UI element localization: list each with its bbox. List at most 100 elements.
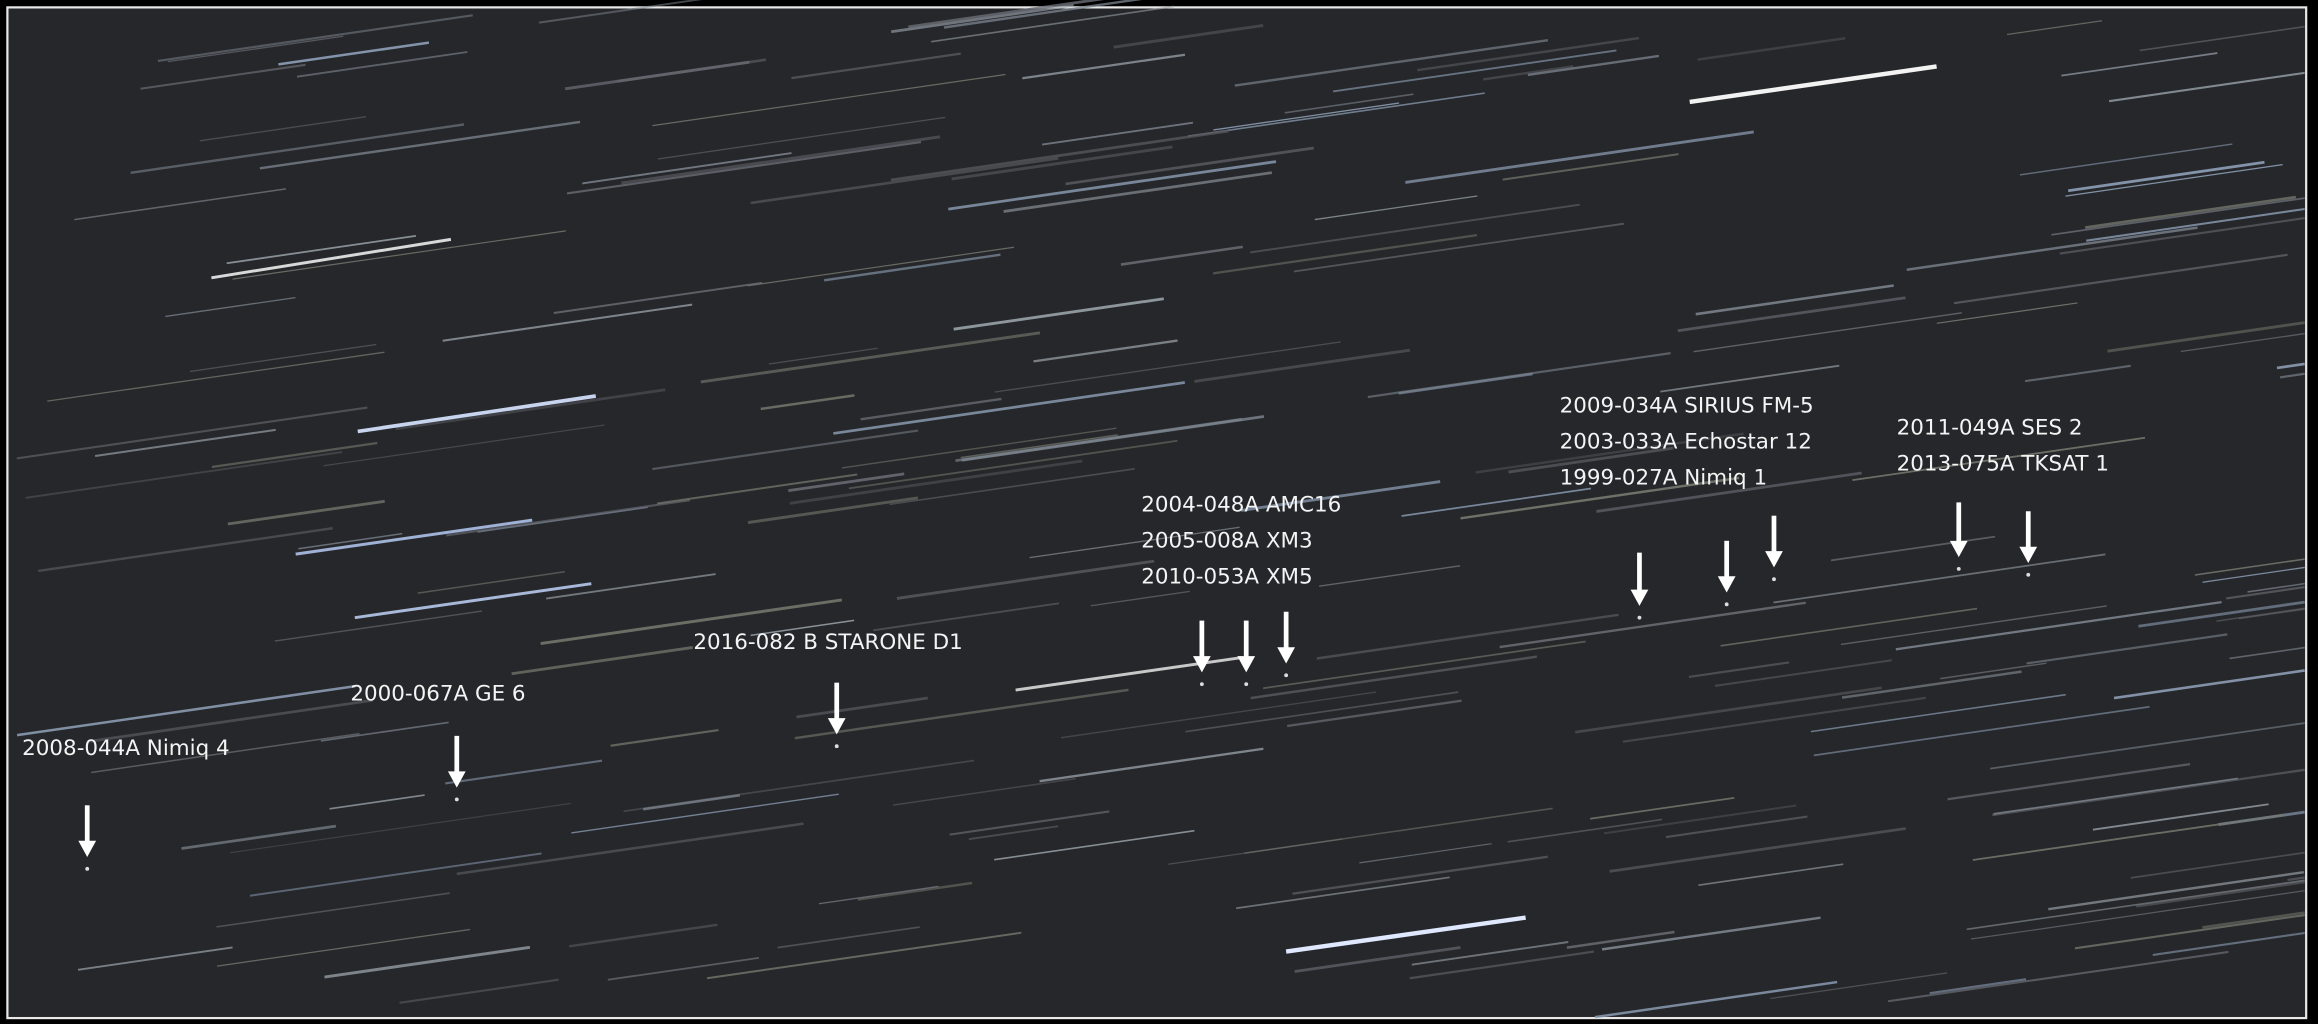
bright-trail bbox=[211, 237, 452, 280]
star-trail bbox=[564, 60, 750, 91]
star-trail bbox=[2019, 143, 2233, 176]
star-trail bbox=[1947, 762, 2191, 801]
star-trail bbox=[873, 602, 1060, 632]
star-trail bbox=[750, 619, 855, 637]
star-trail bbox=[657, 116, 946, 160]
satellite-label: 2011-049A SES 2 bbox=[1897, 416, 2083, 441]
star-trail bbox=[1770, 972, 1948, 1000]
star-trail bbox=[1622, 696, 1926, 743]
star-trail bbox=[1113, 24, 1264, 49]
star-trail bbox=[1688, 661, 1790, 679]
star-trail bbox=[568, 923, 718, 948]
star-trail bbox=[1029, 526, 1240, 559]
star-trail bbox=[794, 688, 1129, 740]
star-trail bbox=[1502, 153, 1679, 181]
star-trail bbox=[1714, 659, 1892, 687]
star-trail bbox=[16, 684, 356, 737]
satellite-label: 2003-033A Echostar 12 bbox=[1560, 430, 1812, 455]
arrow-head bbox=[1237, 656, 1256, 673]
star-trail bbox=[417, 571, 565, 594]
star-trail bbox=[896, 559, 1155, 600]
star-trail bbox=[1590, 796, 1735, 820]
star-trail bbox=[1263, 640, 1586, 690]
star-trail bbox=[232, 230, 566, 280]
star-trail bbox=[1698, 863, 1844, 887]
star-trail bbox=[2026, 633, 2228, 665]
star-trail bbox=[130, 123, 465, 174]
star-trail bbox=[165, 296, 296, 318]
star-trail bbox=[1887, 950, 2229, 1003]
star-trail bbox=[841, 427, 1117, 469]
star-trail bbox=[399, 978, 559, 1004]
star-trail bbox=[1810, 693, 2066, 733]
star-trail bbox=[889, 468, 1135, 506]
arrow-head bbox=[1630, 589, 1649, 606]
star-trail bbox=[167, 35, 344, 63]
star-trail bbox=[643, 793, 741, 811]
star-trail bbox=[1527, 54, 1660, 77]
star-trail bbox=[1039, 747, 1264, 783]
star-trail bbox=[323, 424, 605, 467]
star-trail bbox=[1090, 590, 1190, 607]
satellite-dot bbox=[1724, 602, 1729, 607]
star-trail bbox=[890, 3, 1074, 34]
star-trail bbox=[1417, 36, 1640, 72]
star-trail bbox=[74, 188, 287, 221]
satellite-label: 2005-008A XM3 bbox=[1141, 529, 1312, 554]
satellite-dot bbox=[1244, 682, 1249, 687]
bright-trail bbox=[354, 582, 592, 620]
star-trail bbox=[226, 234, 417, 265]
star-trail bbox=[1187, 92, 1485, 137]
star-trail bbox=[89, 698, 373, 743]
star-trail bbox=[607, 957, 760, 981]
star-trail bbox=[1813, 705, 2150, 757]
bright-trail bbox=[1285, 915, 1526, 954]
star-trail bbox=[77, 946, 233, 971]
star-trail bbox=[540, 598, 843, 646]
star-trail bbox=[181, 824, 337, 850]
star-trail bbox=[1594, 980, 1838, 1019]
star-trail bbox=[747, 496, 919, 524]
star-trail bbox=[1120, 245, 1243, 266]
star-trail bbox=[1060, 691, 1377, 739]
star-trail bbox=[1773, 553, 2106, 604]
star-trail bbox=[553, 281, 763, 314]
star-trail bbox=[1936, 302, 2078, 324]
star-trail bbox=[2279, 372, 2305, 379]
star-trail bbox=[1284, 93, 1414, 114]
arrow-head bbox=[1277, 647, 1296, 664]
star-trail bbox=[566, 141, 922, 195]
star-trail bbox=[2139, 25, 2305, 52]
bright-trail bbox=[295, 518, 533, 556]
star-trail bbox=[1212, 233, 1478, 275]
satellite-label: 2010-053A XM5 bbox=[1141, 565, 1312, 590]
satellite-dot bbox=[2026, 572, 2031, 577]
star-trail bbox=[796, 696, 928, 719]
star-trail bbox=[2074, 914, 2305, 950]
star-trail bbox=[2006, 20, 2103, 36]
star-trail bbox=[1236, 876, 1450, 910]
star-trail bbox=[960, 434, 1118, 459]
satellite-dot bbox=[85, 866, 90, 871]
star-trail bbox=[1240, 480, 1441, 512]
star-trail bbox=[298, 532, 403, 550]
star-trail bbox=[16, 406, 368, 460]
star-trail bbox=[657, 473, 858, 505]
satellite-label: 2008-044A Nimiq 4 bbox=[22, 736, 229, 761]
satellite-markers: 2008-044A Nimiq 4 2000-067A GE 6 2016-082 … bbox=[22, 393, 2109, 871]
star-trail bbox=[329, 794, 425, 810]
star-trails bbox=[16, 0, 2305, 1019]
arrow-head bbox=[2019, 546, 2038, 563]
star-trail bbox=[953, 297, 1164, 331]
star-trail bbox=[2061, 52, 2218, 77]
star-trail bbox=[1234, 39, 1549, 87]
star-trail bbox=[908, 0, 1105, 29]
star-trail bbox=[860, 397, 1002, 421]
star-trail bbox=[1660, 364, 1840, 393]
star-trail bbox=[189, 343, 377, 373]
star-trail bbox=[1609, 827, 1907, 873]
satellite-dot bbox=[1956, 566, 1961, 571]
star-trail bbox=[1250, 655, 1538, 700]
star-trail bbox=[324, 945, 531, 979]
star-trail bbox=[1475, 432, 1744, 474]
